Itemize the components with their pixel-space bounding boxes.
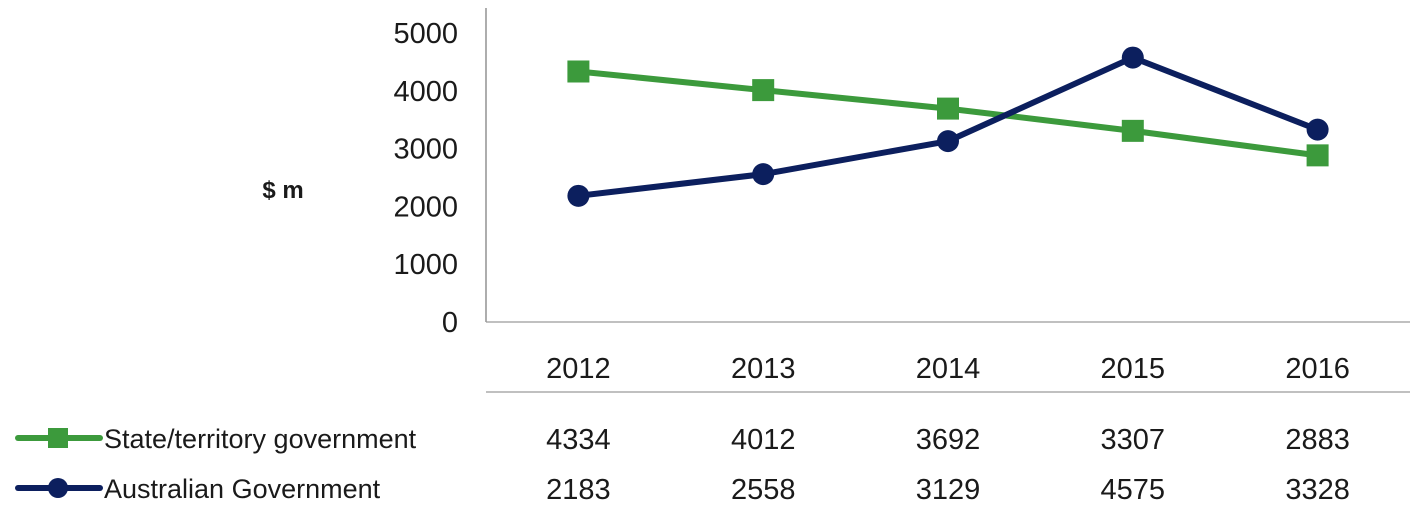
- data-table-value: 3328: [1285, 474, 1350, 505]
- data-point-circle: [1121, 46, 1144, 69]
- series-markers: [567, 46, 1329, 207]
- y-axis-unit-label: $ m: [262, 177, 303, 204]
- x-tick-label: 2012: [546, 353, 611, 385]
- data-table-value: 4575: [1101, 474, 1166, 505]
- data-table-value: 4334: [546, 424, 611, 456]
- data-table-value: 2183: [546, 474, 611, 505]
- y-tick-labels: 0 1000 2000 3000 4000 5000: [393, 18, 458, 339]
- legend-table: State/territory government 4334 4012 3692 33…: [15, 424, 1350, 505]
- data-point-circle: [1306, 118, 1329, 141]
- data-table-value: 3129: [916, 474, 981, 505]
- data-table-value: 2558: [731, 474, 796, 505]
- data-point-square: [1121, 119, 1144, 142]
- data-table-value: 3692: [916, 424, 981, 456]
- x-tick-label: 2015: [1101, 353, 1166, 385]
- data-point-square: [1306, 144, 1329, 167]
- x-tick-label: 2014: [916, 353, 981, 385]
- data-point-circle: [567, 184, 590, 207]
- data-point-square: [752, 79, 775, 102]
- y-tick-label: 3000: [393, 134, 458, 166]
- series-line: [575, 54, 1321, 199]
- data-point-square: [567, 60, 590, 83]
- data-point-square: [937, 97, 959, 120]
- legend-marker-circle: [48, 478, 68, 498]
- legend-label: Australian Government: [104, 474, 381, 504]
- y-tick-label: 5000: [393, 18, 458, 50]
- axes: $ m: [262, 8, 1410, 393]
- y-tick-label: 2000: [393, 191, 458, 223]
- series-lines: [575, 54, 1321, 199]
- x-tick-labels: 2012 2013 2014 2015 2016: [546, 353, 1350, 385]
- data-table-value: 4012: [731, 424, 796, 456]
- y-tick-label: 1000: [393, 249, 458, 281]
- data-point-circle: [937, 130, 959, 153]
- legend-label: State/territory government: [104, 424, 417, 454]
- legend-marker-square: [48, 428, 68, 448]
- y-tick-label: 0: [442, 307, 458, 339]
- x-tick-label: 2013: [731, 353, 796, 385]
- x-tick-label: 2016: [1285, 353, 1350, 385]
- data-point-circle: [752, 163, 775, 186]
- data-table-value: 2883: [1285, 424, 1350, 456]
- data-table-value: 3307: [1101, 424, 1166, 456]
- y-tick-label: 4000: [393, 76, 458, 108]
